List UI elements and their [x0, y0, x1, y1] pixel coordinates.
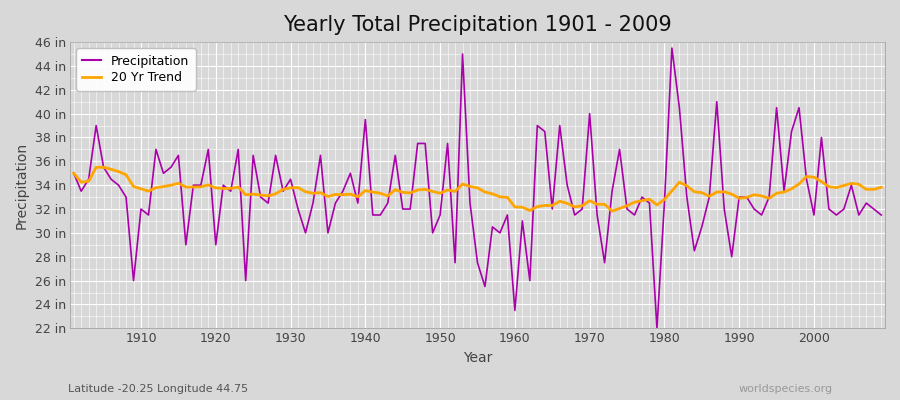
Legend: Precipitation, 20 Yr Trend: Precipitation, 20 Yr Trend — [76, 48, 195, 91]
Title: Yearly Total Precipitation 1901 - 2009: Yearly Total Precipitation 1901 - 2009 — [284, 15, 672, 35]
Precipitation — [128, 278, 139, 283]
Precipitation — [502, 213, 513, 218]
20 Yr Trend — [91, 165, 102, 170]
Precipitation — [876, 213, 886, 218]
Precipitation — [292, 207, 303, 212]
Precipitation — [338, 189, 348, 194]
20 Yr Trend — [607, 209, 617, 214]
20 Yr Trend — [345, 192, 356, 196]
20 Yr Trend — [300, 189, 310, 194]
Line: 20 Yr Trend: 20 Yr Trend — [74, 167, 881, 211]
20 Yr Trend — [136, 186, 147, 191]
Line: Precipitation: Precipitation — [74, 48, 881, 328]
Precipitation — [599, 260, 610, 265]
Y-axis label: Precipitation: Precipitation — [15, 142, 29, 229]
20 Yr Trend — [517, 205, 527, 210]
Precipitation — [68, 171, 79, 176]
X-axis label: Year: Year — [463, 351, 492, 365]
Text: worldspecies.org: worldspecies.org — [738, 384, 833, 394]
Precipitation — [509, 308, 520, 313]
20 Yr Trend — [509, 204, 520, 209]
20 Yr Trend — [876, 185, 886, 190]
Text: Latitude -20.25 Longitude 44.75: Latitude -20.25 Longitude 44.75 — [68, 384, 248, 394]
Precipitation — [667, 46, 678, 50]
20 Yr Trend — [614, 206, 625, 211]
20 Yr Trend — [68, 171, 79, 176]
Precipitation — [652, 326, 662, 331]
